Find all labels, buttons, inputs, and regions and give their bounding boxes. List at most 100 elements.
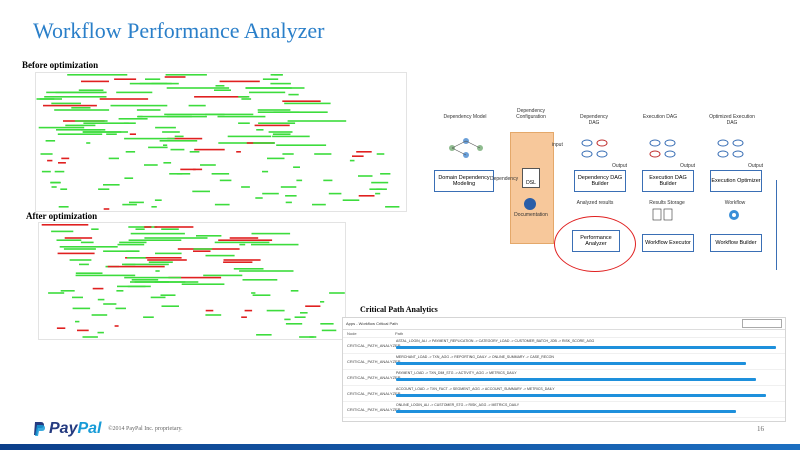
gantt-bar-red: [92, 287, 104, 290]
gantt-bar-green: [376, 153, 385, 155]
gantt-bar-green: [270, 74, 283, 76]
critical-path-table: Apps - Workflow Critical Path Node Path …: [342, 317, 786, 422]
brand-pal: Pal: [77, 420, 102, 437]
gantt-bar-green: [176, 173, 191, 175]
row-path-text: MERCHANT_LOAD -> TXN_AGG -> REPORTING_DA…: [396, 355, 554, 359]
gantt-bar-green: [116, 290, 124, 292]
row-node: CRITICAL_PATH_ANALYZER: [347, 391, 401, 396]
gantt-bar-green: [203, 274, 243, 277]
gantt-bar-green: [253, 142, 275, 144]
gantt-bar-green: [78, 89, 104, 91]
gantt-bar-green: [125, 151, 136, 153]
gantt-bar-green: [284, 102, 331, 105]
gantt-bar-green: [166, 87, 230, 89]
gantt-bar-green: [118, 118, 148, 120]
row-node: CRITICAL_PATH_ANALYZER: [347, 359, 401, 364]
gantt-bar-green: [75, 272, 103, 274]
gantt-bar-green: [136, 109, 161, 111]
gantt-bar-green: [238, 96, 250, 98]
gantt-bar-green: [65, 124, 96, 127]
gantt-bar-green: [214, 241, 270, 244]
gantt-bar-green: [245, 87, 292, 89]
gantt-bar-red: [58, 162, 66, 164]
path-bar: [396, 394, 766, 397]
gantt-bar-green: [135, 228, 145, 230]
gantt-bar-red: [64, 237, 93, 239]
gantt-bar-green: [74, 120, 108, 122]
gantt-bar-green: [127, 257, 146, 259]
gantt-bar-green: [294, 316, 306, 318]
gantt-bar-red: [229, 237, 259, 239]
gantt-bar-green: [267, 157, 285, 160]
gantt-bar-red: [129, 133, 136, 135]
gantt-bar-green: [296, 179, 303, 182]
gantt-bar-green: [54, 109, 110, 111]
gantt-bar-green: [59, 246, 118, 248]
gantt-bar-green: [214, 89, 231, 91]
column-header-row: Node Path: [343, 330, 785, 338]
gantt-bar-green: [200, 164, 216, 166]
gantt-bar-green: [98, 188, 110, 190]
execution-dag-builder-box: Execution DAG Builder: [642, 170, 694, 192]
gantt-bar-green: [211, 173, 230, 175]
gantt-bar-green: [273, 111, 328, 113]
gantt-bar-green: [69, 259, 92, 261]
row-path-text: ACCOUNT_LOAD -> TXN_FACT -> SEGMENT_AGG …: [396, 387, 555, 391]
before-gantt-chart: [35, 72, 407, 212]
table-row[interactable]: CRITICAL_PATH_ANALYZER ONLINE_LOGIN_ALI …: [343, 402, 785, 418]
results-documents-icon: [652, 208, 673, 221]
before-gantt-svg: [36, 74, 400, 210]
brand-pay: Pay: [49, 420, 78, 437]
gantt-bar-green: [323, 179, 333, 182]
gantt-bar-green: [82, 131, 122, 133]
table-row[interactable]: CRITICAL_PATH_ANALYZER ACCOUNT_LOAD -> T…: [343, 386, 785, 402]
gantt-bar-green: [169, 173, 183, 175]
gantt-bar-green: [124, 276, 182, 279]
gantt-bar-green: [162, 131, 180, 133]
table-row[interactable]: CRITICAL_PATH_ANALYZER MERCHANT_LOAD -> …: [343, 354, 785, 370]
gantt-bar-green: [119, 241, 147, 244]
gantt-bar-green: [385, 206, 400, 208]
gantt-bar-green: [262, 78, 279, 80]
gantt-bar-green: [134, 281, 186, 283]
gantt-bar-green: [287, 120, 347, 122]
optimized-dag-graph-icon: [717, 139, 744, 158]
gantt-bar-green: [40, 153, 53, 155]
table-row[interactable]: CRITICAL_PATH_ANALYZER ASTAL_LOGIN_ALI -…: [343, 338, 785, 354]
config-panel: [510, 132, 554, 244]
row-path-text: ASTAL_LOGIN_ALI -> PAYMENT_REPLICATION -…: [396, 339, 595, 343]
gantt-bar-green: [165, 74, 207, 76]
gantt-bar-green: [115, 307, 126, 310]
gantt-bar-green: [161, 228, 179, 230]
gantt-bar-green: [320, 323, 334, 325]
gantt-bar-red: [81, 80, 109, 83]
gantt-bar-green: [375, 192, 381, 195]
gantt-bar-green: [155, 126, 176, 129]
gantt-bar-green: [45, 140, 56, 142]
gantt-bar-red: [56, 327, 66, 329]
gantt-bar-red: [103, 208, 110, 210]
column-node: Node: [347, 331, 357, 336]
gantt-bar-green: [188, 104, 206, 107]
gantt-bar-red: [218, 239, 273, 241]
gantt-bar-red: [205, 309, 214, 312]
gantt-bar-green: [266, 309, 285, 312]
gantt-bar-green: [160, 294, 176, 296]
architecture-diagram: Dependency Model Dependency Configuratio…: [432, 108, 782, 274]
dep-config-label: Dependency Configuration: [516, 108, 546, 120]
gantt-bar-green: [38, 126, 85, 129]
gantt-bar-green: [122, 263, 169, 266]
gantt-bar-green: [91, 228, 99, 230]
filter-input[interactable]: [742, 319, 782, 328]
gantt-bar-green: [80, 241, 94, 244]
gantt-bar-green: [48, 292, 65, 294]
gantt-bar-green: [342, 199, 360, 201]
table-row[interactable]: CRITICAL_PATH_ANALYZER PAYMENT_LOAD -> T…: [343, 370, 785, 386]
row-path-text: ONLINE_LOGIN_ALI -> CUSTOMER_STG -> RISK…: [396, 403, 520, 407]
output-label-3: Output: [748, 163, 764, 169]
gantt-bar-red: [41, 224, 89, 226]
execution-dag-graph-icon: [649, 139, 676, 158]
gantt-bar-green: [349, 159, 355, 162]
gantt-bar-green: [217, 115, 266, 118]
row-node: CRITICAL_PATH_ANALYZER: [347, 407, 401, 412]
